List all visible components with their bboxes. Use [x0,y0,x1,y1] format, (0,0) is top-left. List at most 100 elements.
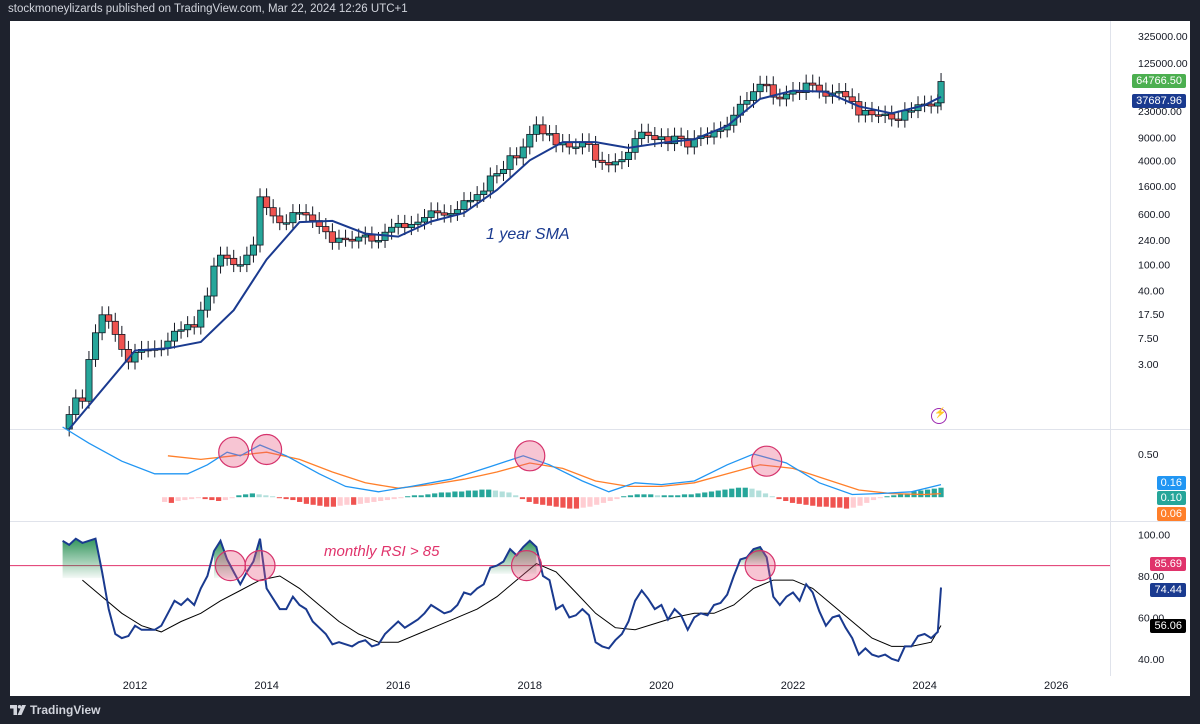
macd-histogram-bar [459,491,465,498]
publish-header: stockmoneylizards published on TradingVi… [0,0,1200,20]
macd-histogram-bar [735,487,742,498]
candle-body [467,199,475,203]
candle-body [776,96,784,100]
macd-histogram-bar [506,492,512,498]
candle-body [85,359,93,402]
macd-histogram-bar [526,497,532,502]
macd-histogram-bar [425,494,431,498]
highlight-circle [751,445,783,477]
candle-body [842,91,850,98]
candle-body [401,222,409,229]
candle-body [769,84,777,98]
macd-histogram-bar [668,495,674,498]
candle-body [763,83,771,87]
candle-body [203,295,211,311]
macd-histogram-bar [310,497,316,505]
macd-histogram-bar [850,497,856,508]
signal-value-badge: 0.06 [1156,506,1186,521]
sma-value-badge: 37687.96 [1132,93,1186,108]
candle-body [598,159,606,163]
histogram-value-badge: 0.10 [1156,490,1186,505]
x-tick-label: 2018 [518,680,542,692]
macd-histogram-bar [857,497,863,506]
candle-body [519,146,527,159]
candle-body [118,333,126,350]
candle-body [420,217,429,223]
macd-histogram-bar [249,493,255,498]
macd-histogram-bar [297,497,303,502]
price-tick-label: 240.00 [1138,235,1170,247]
macd-histogram-bar [695,493,701,498]
candle-body [210,265,218,297]
candle-body [618,159,626,163]
macd-histogram-bar [877,497,883,499]
x-tick-label: 2020 [649,680,673,692]
candle-body [361,234,369,238]
candle-body [552,133,560,146]
candle-body [881,113,889,117]
macd-histogram-bar [621,496,627,498]
lightning-icon[interactable] [931,408,947,424]
price-tick-label: 40.00 [1138,286,1164,298]
candle-body [927,103,935,107]
macd-histogram-bar [749,488,755,498]
macd-signal-line [167,451,942,496]
macd-histogram-bar [168,497,174,503]
price-tick-label: 325000.00 [1138,31,1188,43]
candle-body [756,83,764,93]
macd-histogram-bar [641,494,647,498]
price-tick-label: 1600.00 [1138,181,1176,193]
chart-svg[interactable]: 2012 2014 2016 2018 2020 2022 2024 2026 325000.0… [10,21,1190,696]
tradingview-logo-icon [10,705,26,715]
candle-body [513,155,521,159]
candle-body [236,264,244,267]
macd-histogram-bar [438,492,445,498]
macd-histogram-bar [722,489,728,498]
macd-histogram-bar [837,497,843,508]
macd-histogram-bar [209,497,215,501]
macd-histogram-bar [830,497,836,508]
macd-histogram-bar [614,497,620,500]
candle-body [243,254,251,266]
macd-histogram-bar [870,497,877,501]
macd-histogram-bar [364,497,370,503]
candle-body [447,213,455,216]
macd-histogram-bar [553,497,559,507]
x-tick-label: 2026 [1044,680,1068,692]
candle-body [282,222,290,225]
x-tick-label: 2022 [781,680,805,692]
candle-body [743,100,751,105]
macd-histogram-bar [796,497,802,504]
candle-body [861,110,869,116]
last-price-badge: 64766.50 [1132,73,1186,88]
macd-histogram-bar [567,497,573,509]
candle-body [348,238,356,242]
macd-histogram-bar [222,497,228,501]
candle-body [631,138,639,153]
rsi-annotation: monthly RSI > 85 [324,543,440,560]
rsi-overbought-fill [214,540,234,579]
macd-histogram-bar [492,490,499,498]
rsi-value-badge: 74.44 [1150,583,1186,598]
candle-body [78,397,86,402]
price-tick-label: 3.00 [1138,359,1159,371]
rsi-threshold-badge: 85.69 [1150,557,1186,572]
highlight-circle [510,550,543,582]
macd-histogram-bar [891,495,897,498]
macd-histogram-bar [256,494,262,498]
candle-body [749,91,758,101]
candle-body [355,236,363,242]
chart-area[interactable]: 2012 2014 2016 2018 2020 2022 2024 2026 325000.0… [10,21,1190,696]
candle-body [295,212,304,215]
macd-histogram-bar [472,490,478,498]
macd-histogram-bar [789,497,796,503]
macd-histogram-bar [236,495,242,498]
macd-histogram-bar [391,497,397,500]
highlight-circle [244,550,276,582]
candle-body [217,254,225,267]
candle-body [855,101,863,116]
candle-body [506,155,514,170]
candle-body [263,196,271,209]
macd-histogram-bar [182,497,188,501]
candle-body [72,397,80,415]
